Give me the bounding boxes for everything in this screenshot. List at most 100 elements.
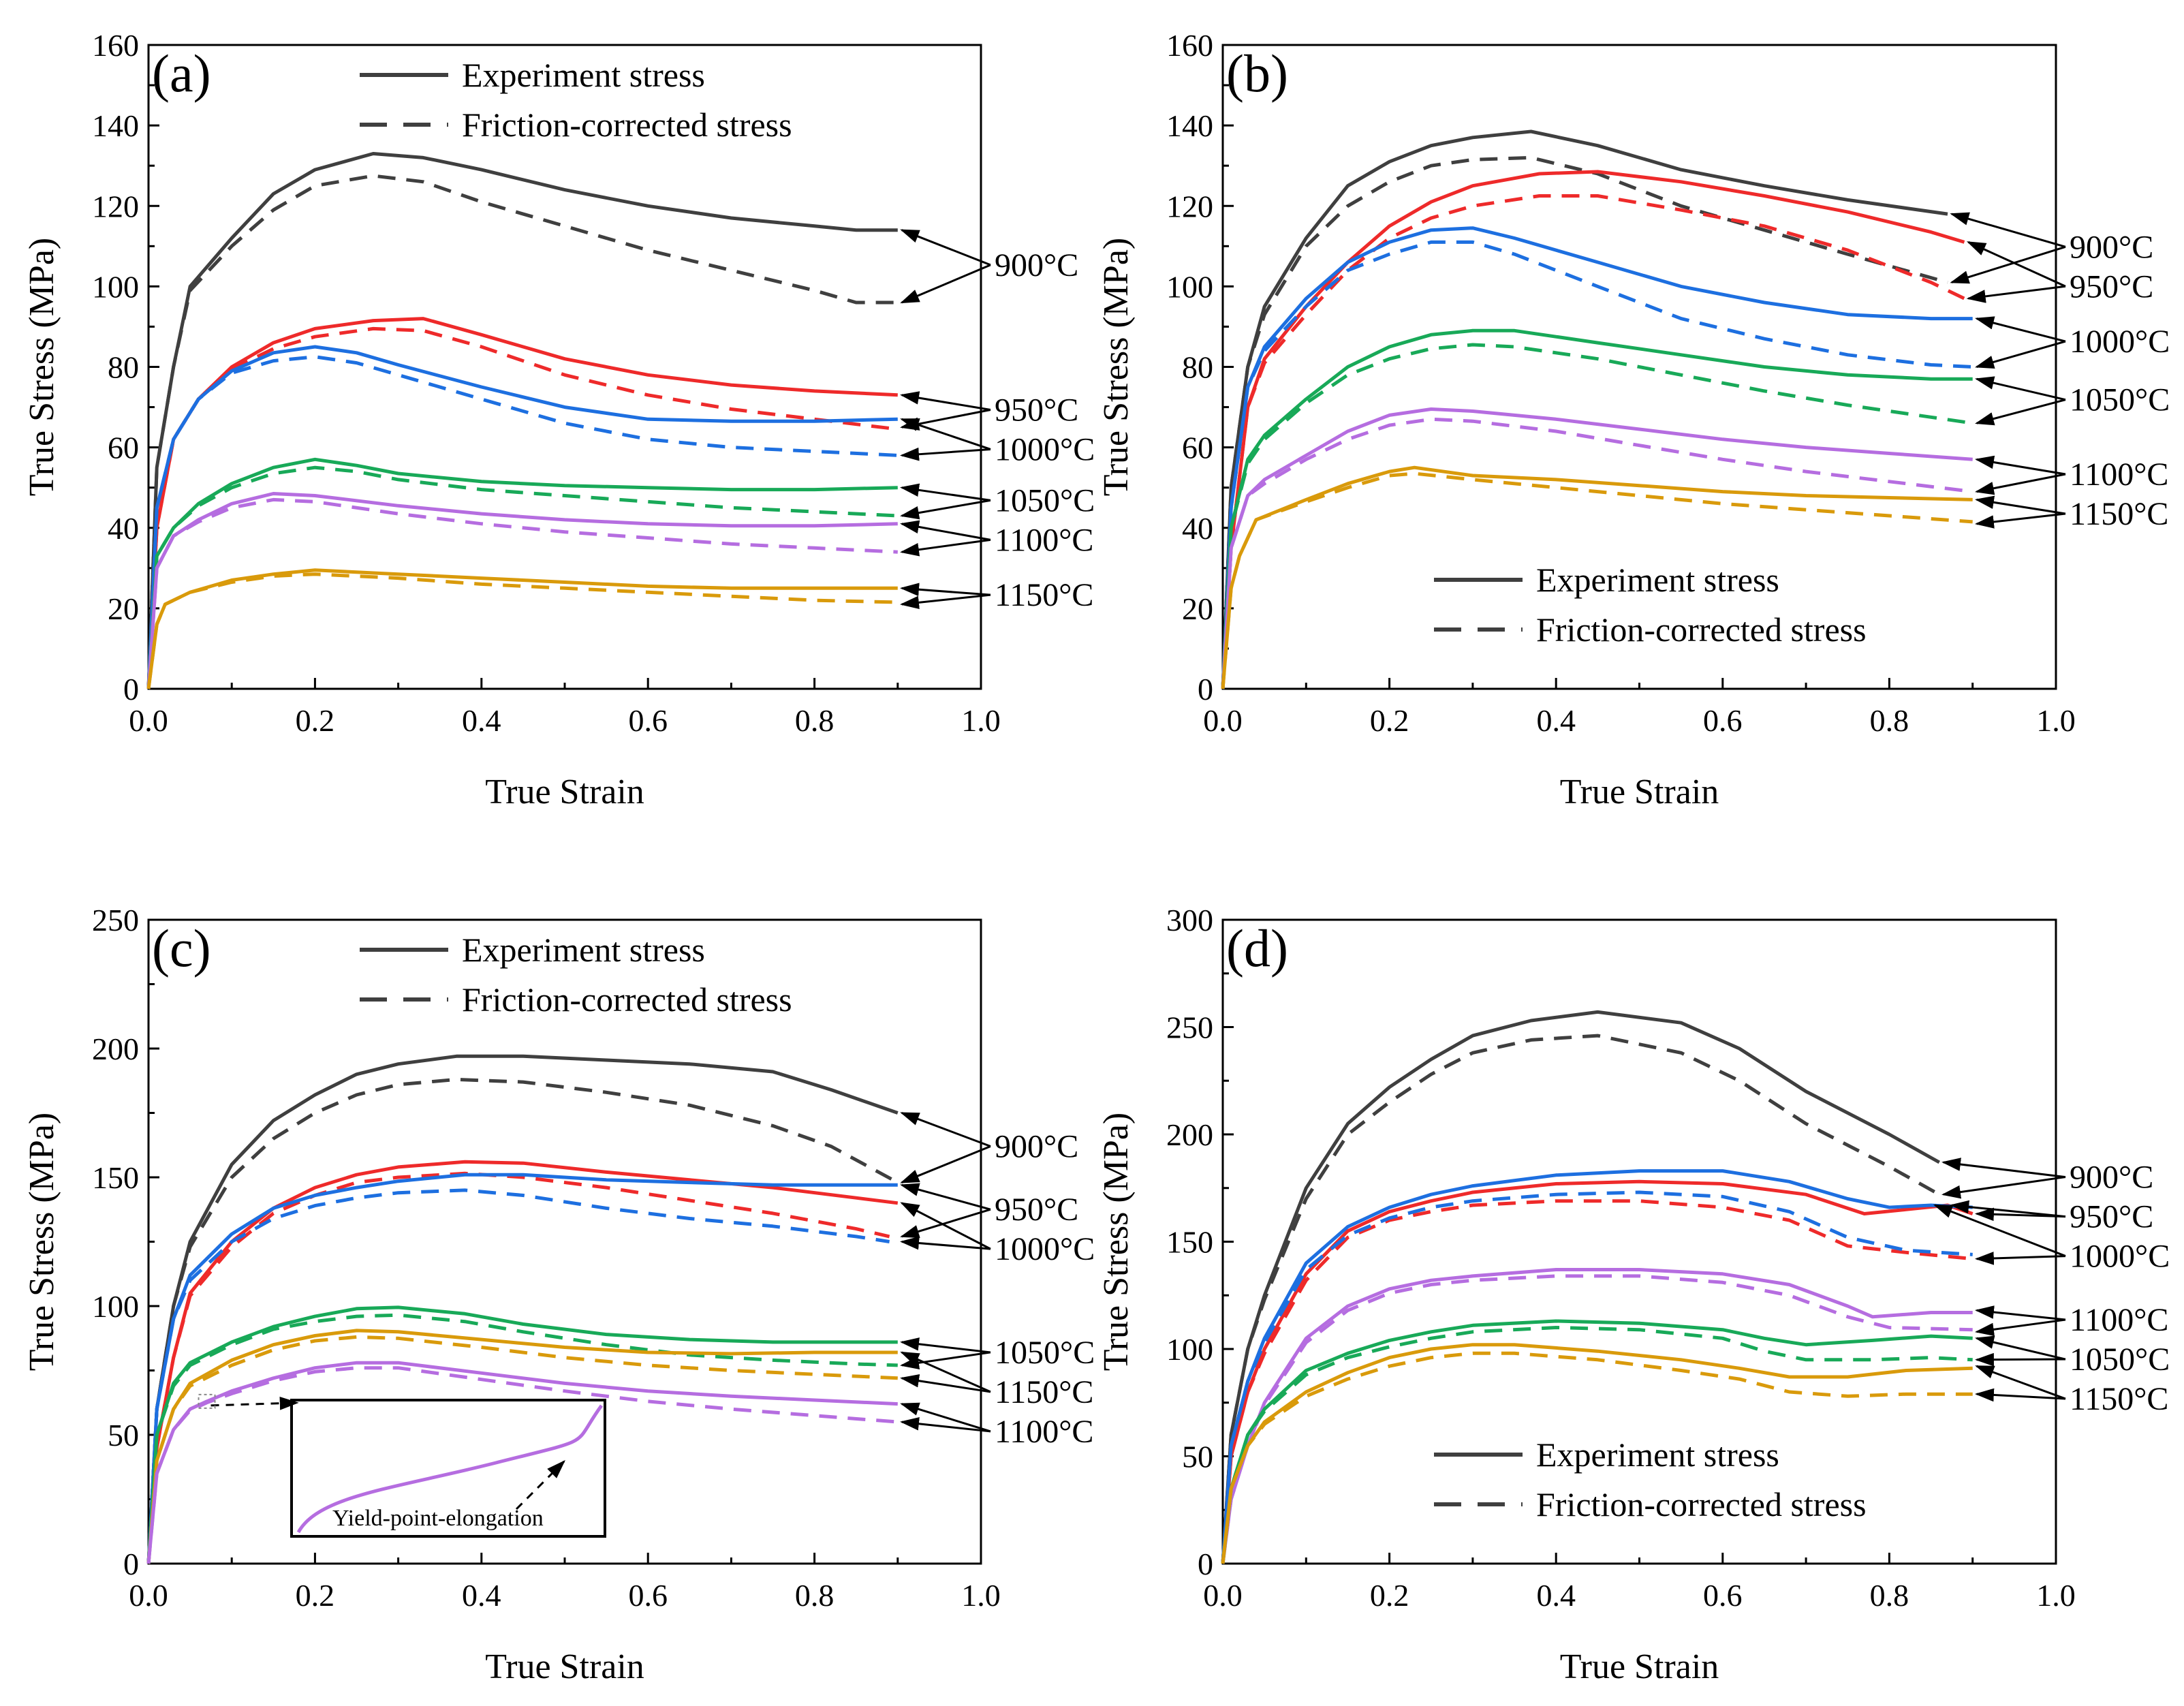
inset-yield-arrow: [515, 1460, 565, 1510]
temperature-label: 1100°C: [995, 522, 1093, 558]
temperature-label: 950°C: [2070, 268, 2153, 305]
series-line-950-friction-corrected: [146, 326, 899, 689]
label-arrow: [900, 1202, 991, 1250]
y-axis-title: True Stress (MPa): [22, 1113, 61, 1371]
y-tick-label: 0: [123, 672, 139, 707]
label-arrow: [900, 538, 991, 557]
label-arrow: [1974, 1318, 2066, 1337]
label-arrow: [1974, 1388, 2066, 1402]
x-tick-label: 0.4: [462, 703, 501, 738]
temperature-label: 1000°C: [995, 431, 1095, 467]
legend-label-friction-corrected: Friction-corrected stress: [1536, 1485, 1867, 1523]
label-arrow: [1974, 473, 2066, 495]
temperature-label: 1050°C: [2070, 382, 2170, 418]
label-arrow: [1974, 455, 2066, 476]
y-tick-label: 40: [1182, 511, 1213, 546]
series-line-1100-experiment: [146, 492, 898, 689]
label-arrow: [900, 1236, 991, 1250]
x-tick-label: 0.6: [628, 703, 668, 738]
label-arrow: [900, 229, 991, 266]
series-line-900-experiment: [146, 152, 898, 689]
series-line-1050-experiment: [1221, 328, 1973, 689]
y-tick-label: 80: [108, 350, 139, 385]
series-line-900-friction-corrected: [146, 1077, 899, 1564]
y-tick-label: 50: [1182, 1440, 1213, 1474]
y-tick-label: 100: [1166, 269, 1213, 304]
series-line-950-experiment: [146, 317, 898, 689]
temperature-label: 1150°C: [2070, 496, 2168, 532]
x-axis-title: True Strain: [1560, 1647, 1719, 1686]
y-tick-label: 50: [108, 1418, 139, 1453]
y-tick-label: 80: [1182, 350, 1213, 385]
temperature-label: 1100°C: [995, 1414, 1093, 1450]
x-tick-label: 0.2: [296, 1578, 335, 1613]
y-tick-label: 200: [92, 1032, 139, 1066]
y-tick-label: 120: [1166, 189, 1213, 223]
x-axis-title: True Strain: [485, 773, 644, 811]
x-tick-label: 0.0: [129, 703, 168, 738]
label-arrow: [1974, 376, 2066, 401]
x-axis-title: True Strain: [485, 1647, 644, 1686]
x-tick-label: 1.0: [961, 1578, 1001, 1613]
y-axis-title: True Stress (MPa): [22, 238, 61, 496]
label-arrow: [900, 1145, 991, 1183]
legend-label-experiment: Experiment stress: [462, 931, 705, 969]
label-arrow: [900, 1402, 991, 1433]
x-tick-label: 0.4: [462, 1578, 501, 1613]
x-tick-label: 0.8: [1870, 703, 1909, 738]
x-tick-label: 0.8: [795, 1578, 834, 1613]
label-arrow: [1950, 245, 2066, 284]
inset-source-box: [198, 1393, 216, 1409]
label-arrow: [1974, 495, 2066, 515]
temperature-label: 950°C: [2070, 1199, 2153, 1235]
label-arrow: [900, 1374, 991, 1393]
series-line-1150-experiment: [146, 1329, 898, 1564]
label-arrow: [1974, 316, 2066, 343]
temperature-label: 900°C: [2070, 229, 2153, 265]
series-line-1100-friction-corrected: [146, 1366, 898, 1564]
series-line-900-friction-corrected: [146, 174, 898, 689]
y-tick-label: 0: [123, 1547, 139, 1581]
label-arrow: [900, 1337, 991, 1354]
y-tick-label: 100: [92, 269, 139, 304]
series-line-1050-friction-corrected: [1221, 1326, 1973, 1564]
legend-label-friction-corrected: Friction-corrected stress: [462, 980, 792, 1019]
label-arrow: [900, 1351, 991, 1393]
y-tick-label: 150: [92, 1160, 139, 1195]
label-arrow: [1974, 1305, 2066, 1321]
temperature-label: 1050°C: [995, 482, 1095, 518]
temperature-label: 1150°C: [2070, 1381, 2168, 1417]
temperature-label: 1150°C: [995, 577, 1093, 613]
y-tick-label: 20: [1182, 591, 1213, 626]
x-tick-label: 0.6: [1703, 1578, 1743, 1613]
label-arrow: [1975, 340, 2066, 369]
label-arrow: [1975, 1365, 2066, 1400]
label-arrow: [900, 447, 991, 461]
panel-label: (d): [1226, 918, 1288, 978]
x-tick-label: 0.8: [795, 703, 834, 738]
label-arrow: [900, 1208, 991, 1238]
chart-panel-4: 0.0 0.2 0.4 0.6 0.8 1.0 0 50 100 150 200 250 300 True…: [1097, 903, 2170, 1686]
temperature-label: 900°C: [995, 1129, 1078, 1165]
y-tick-label: 140: [92, 108, 139, 143]
y-tick-label: 40: [108, 511, 139, 546]
x-tick-label: 1.0: [2036, 1578, 2076, 1613]
y-tick-label: 0: [1198, 1547, 1213, 1581]
series-line-950-friction-corrected: [1221, 194, 1965, 689]
label-arrow: [900, 1112, 991, 1147]
y-tick-label: 120: [92, 189, 139, 223]
y-tick-label: 60: [108, 431, 139, 465]
label-arrow: [1974, 512, 2066, 529]
temperature-label: 1000°C: [995, 1231, 1095, 1267]
y-tick-label: 20: [108, 591, 139, 626]
legend-label-experiment: Experiment stress: [1536, 561, 1779, 599]
legend-label-friction-corrected: Friction-corrected stress: [462, 106, 792, 144]
y-tick-label: 160: [92, 28, 139, 63]
series-line-1150-friction-corrected: [1221, 471, 1973, 689]
label-arrow: [1933, 1204, 2066, 1257]
label-arrow: [1974, 1352, 2066, 1367]
x-tick-label: 0.6: [1703, 703, 1743, 738]
series-line-1050-friction-corrected: [146, 1313, 898, 1564]
panel-label: (c): [152, 918, 211, 978]
y-tick-label: 140: [1166, 108, 1213, 143]
